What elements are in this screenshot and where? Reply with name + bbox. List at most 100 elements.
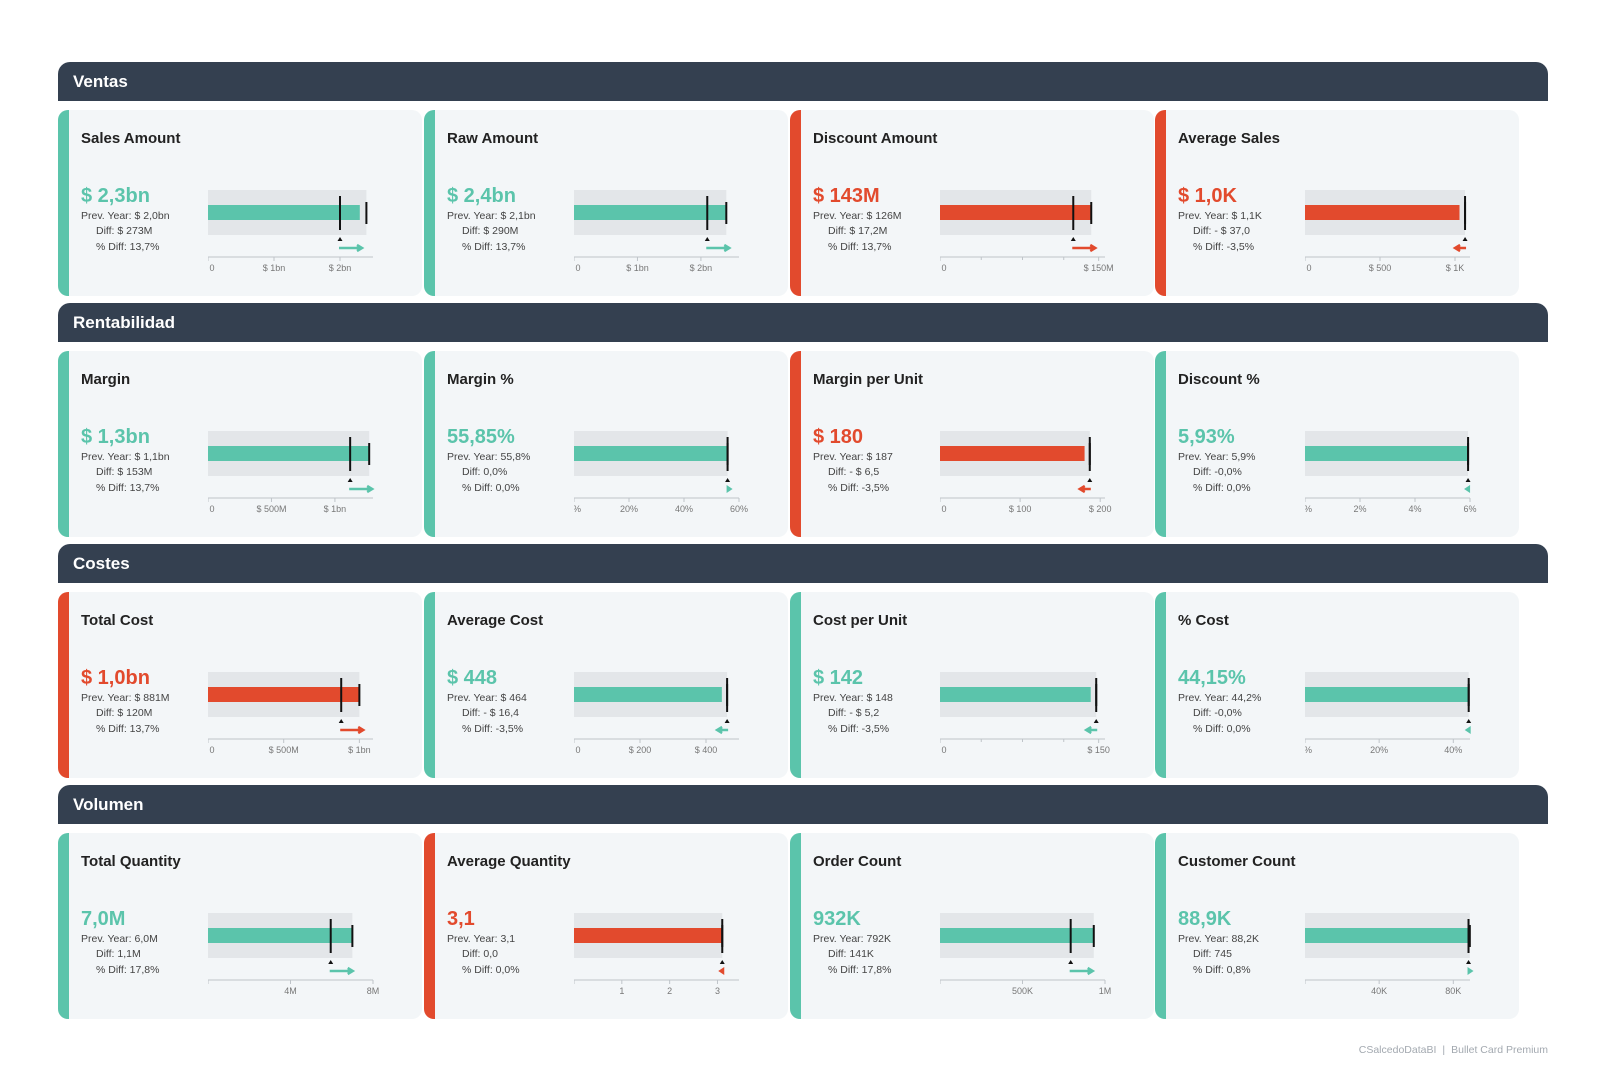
status-accent-bar bbox=[1155, 351, 1166, 537]
axis-tick-label: $ 500M bbox=[256, 504, 286, 514]
bullet-actual-bar bbox=[574, 928, 723, 943]
bullet-actual-bar bbox=[1305, 928, 1470, 943]
status-accent-bar bbox=[58, 592, 69, 778]
kpi-card-margin-pct[interactable]: Margin % 55,85% Prev. Year: 55,8% Diff: 0,0… bbox=[424, 351, 788, 537]
status-accent-bar bbox=[58, 833, 69, 1019]
kpi-card-average-cost[interactable]: Average Cost $ 448 Prev. Year: $ 464 Diff: … bbox=[424, 592, 788, 778]
trend-flat-pointer bbox=[1464, 726, 1471, 734]
card-title: % Cost bbox=[1178, 612, 1229, 629]
pct-diff-value: % Diff: 13,7% bbox=[828, 241, 892, 253]
kpi-card-raw-amount[interactable]: Raw Amount $ 2,4bn Prev. Year: $ 2,1bn Diff… bbox=[424, 110, 788, 296]
bullet-actual-bar bbox=[1305, 446, 1469, 461]
kpi-card-average-quantity[interactable]: Average Quantity 3,1 Prev. Year: 3,1 Diff: … bbox=[424, 833, 788, 1019]
bullet-chart: 0500K1M bbox=[940, 913, 1111, 996]
card-title: Total Quantity bbox=[81, 853, 181, 870]
kpi-card-average-sales[interactable]: Average Sales $ 1,0K Prev. Year: $ 1,1K Dif… bbox=[1155, 110, 1519, 296]
pct-diff-value: % Diff: -3,5% bbox=[462, 723, 524, 735]
bullet-chart: $ 0 $ 1bn $ 2bn bbox=[574, 190, 739, 273]
pct-diff-value: % Diff: 0,0% bbox=[1193, 723, 1251, 735]
section-header-ventas: Ventas bbox=[58, 62, 1548, 101]
bullet-chart: $ 0 $ 500 $ 1K bbox=[1305, 190, 1470, 273]
kpi-card-margin[interactable]: Margin $ 1,3bn Prev. Year: $ 1,1bn Diff: $ … bbox=[58, 351, 422, 537]
trend-up-arrow bbox=[706, 243, 732, 253]
diff-value: Diff: - $ 37,0 bbox=[1193, 225, 1251, 237]
prev-year-value: Prev. Year: $ 126M bbox=[813, 210, 902, 222]
card-title: Sales Amount bbox=[81, 130, 181, 147]
pct-diff-value: % Diff: 13,7% bbox=[96, 723, 160, 735]
kpi-card-total-quantity[interactable]: Total Quantity 7,0M Prev. Year: 6,0M Diff: … bbox=[58, 833, 422, 1019]
kpi-card-total-cost[interactable]: Total Cost $ 1,0bn Prev. Year: $ 881M Diff:… bbox=[58, 592, 422, 778]
diff-value: Diff: 1,1M bbox=[96, 948, 141, 960]
axis-tick-label: $ 0 bbox=[940, 504, 947, 514]
section-title: Costes bbox=[73, 553, 130, 573]
axis-tick-label: $ 1bn bbox=[324, 504, 347, 514]
kpi-card-discount-pct[interactable]: Discount % 5,93% Prev. Year: 5,9% Diff: -0,… bbox=[1155, 351, 1519, 537]
bullet-actual-bar bbox=[208, 928, 353, 943]
pct-diff-value: % Diff: 0,0% bbox=[1193, 482, 1251, 494]
diff-value: Diff: -0,0% bbox=[1193, 707, 1242, 719]
prev-year-value: Prev. Year: $ 2,1bn bbox=[447, 210, 536, 222]
kpi-card-cost-per-unit[interactable]: Cost per Unit $ 142 Prev. Year: $ 148 Diff:… bbox=[790, 592, 1154, 778]
diff-value: Diff: 0,0% bbox=[462, 466, 508, 478]
bullet-actual-bar bbox=[574, 687, 722, 702]
trend-up-arrow bbox=[1072, 243, 1098, 253]
bullet-chart: 040K80K bbox=[1305, 913, 1474, 996]
card-title: Order Count bbox=[813, 853, 902, 870]
bullet-actual-bar bbox=[208, 687, 360, 702]
card-title: Average Sales bbox=[1178, 130, 1281, 147]
diff-value: Diff: $ 120M bbox=[96, 707, 153, 719]
pct-diff-value: % Diff: 13,7% bbox=[96, 482, 160, 494]
kpi-card-customer-count[interactable]: Customer Count 88,9K Prev. Year: 88,2K Diff… bbox=[1155, 833, 1519, 1019]
prev-year-value: Prev. Year: 44,2% bbox=[1178, 692, 1262, 704]
kpi-card-pct-cost[interactable]: % Cost 44,15% Prev. Year: 44,2% Diff: -0,0%… bbox=[1155, 592, 1519, 778]
axis-tick-label: $ 200 bbox=[629, 745, 652, 755]
card-value: $ 1,0K bbox=[1178, 185, 1237, 207]
status-accent-bar bbox=[424, 351, 435, 537]
prev-year-value: Prev. Year: $ 881M bbox=[81, 692, 170, 704]
previous-year-pointer bbox=[704, 237, 710, 241]
axis-tick-label: 2% bbox=[1353, 504, 1366, 514]
kpi-card-margin-per-unit[interactable]: Margin per Unit $ 180 Prev. Year: $ 187 Dif… bbox=[790, 351, 1154, 537]
footer-separator: | bbox=[1442, 1044, 1446, 1056]
kpi-card-discount-amount[interactable]: Discount Amount $ 143M Prev. Year: $ 126M D… bbox=[790, 110, 1154, 296]
diff-value: Diff: 0,0 bbox=[462, 948, 498, 960]
axis-tick-label: $ 1bn bbox=[263, 263, 286, 273]
previous-year-pointer bbox=[1087, 478, 1093, 482]
status-accent-bar bbox=[1155, 592, 1166, 778]
prev-year-value: Prev. Year: 6,0M bbox=[81, 933, 158, 945]
card-value: 55,85% bbox=[447, 426, 515, 448]
bullet-actual-bar bbox=[940, 205, 1092, 220]
pct-diff-value: % Diff: -3,5% bbox=[828, 723, 890, 735]
card-value: $ 143M bbox=[813, 185, 880, 207]
previous-year-pointer bbox=[1093, 719, 1099, 723]
axis-tick-label: $ 1bn bbox=[348, 745, 371, 755]
prev-year-value: Prev. Year: $ 2,0bn bbox=[81, 210, 170, 222]
prev-year-value: Prev. Year: $ 187 bbox=[813, 451, 893, 463]
card-title: Average Quantity bbox=[447, 853, 571, 870]
section-title: Rentabilidad bbox=[73, 312, 176, 332]
axis-tick-label: 1 bbox=[619, 986, 624, 996]
prev-year-value: Prev. Year: 88,2K bbox=[1178, 933, 1259, 945]
trend-up-arrow bbox=[1069, 966, 1096, 976]
axis-tick-label: $ 2bn bbox=[690, 263, 713, 273]
axis-tick-label: 0% bbox=[1305, 504, 1312, 514]
kpi-card-sales-amount[interactable]: Sales Amount $ 2,3bn Prev. Year: $ 2,0bn Di… bbox=[58, 110, 422, 296]
prev-year-value: Prev. Year: 3,1 bbox=[447, 933, 516, 945]
card-value: 7,0M bbox=[81, 908, 126, 930]
kpi-card-order-count[interactable]: Order Count 932K Prev. Year: 792K Diff: 141… bbox=[790, 833, 1154, 1019]
status-accent-bar bbox=[58, 351, 69, 537]
axis-tick-label: $ 0 bbox=[208, 745, 215, 755]
axis-tick-label: 60% bbox=[730, 504, 748, 514]
prev-year-value: Prev. Year: $ 464 bbox=[447, 692, 527, 704]
card-value: $ 2,3bn bbox=[81, 185, 150, 207]
pct-diff-value: % Diff: 17,8% bbox=[828, 964, 892, 976]
axis-tick-label: $ 1K bbox=[1446, 263, 1465, 273]
axis-tick-label: 4M bbox=[284, 986, 297, 996]
axis-tick-label: $ 500 bbox=[1369, 263, 1392, 273]
trend-flat-pointer bbox=[1467, 967, 1474, 975]
axis-tick-label: 80K bbox=[1445, 986, 1461, 996]
previous-year-pointer bbox=[1462, 237, 1468, 241]
bullet-actual-bar bbox=[574, 446, 728, 461]
previous-year-pointer bbox=[725, 478, 731, 482]
section-title: Volumen bbox=[73, 794, 144, 814]
